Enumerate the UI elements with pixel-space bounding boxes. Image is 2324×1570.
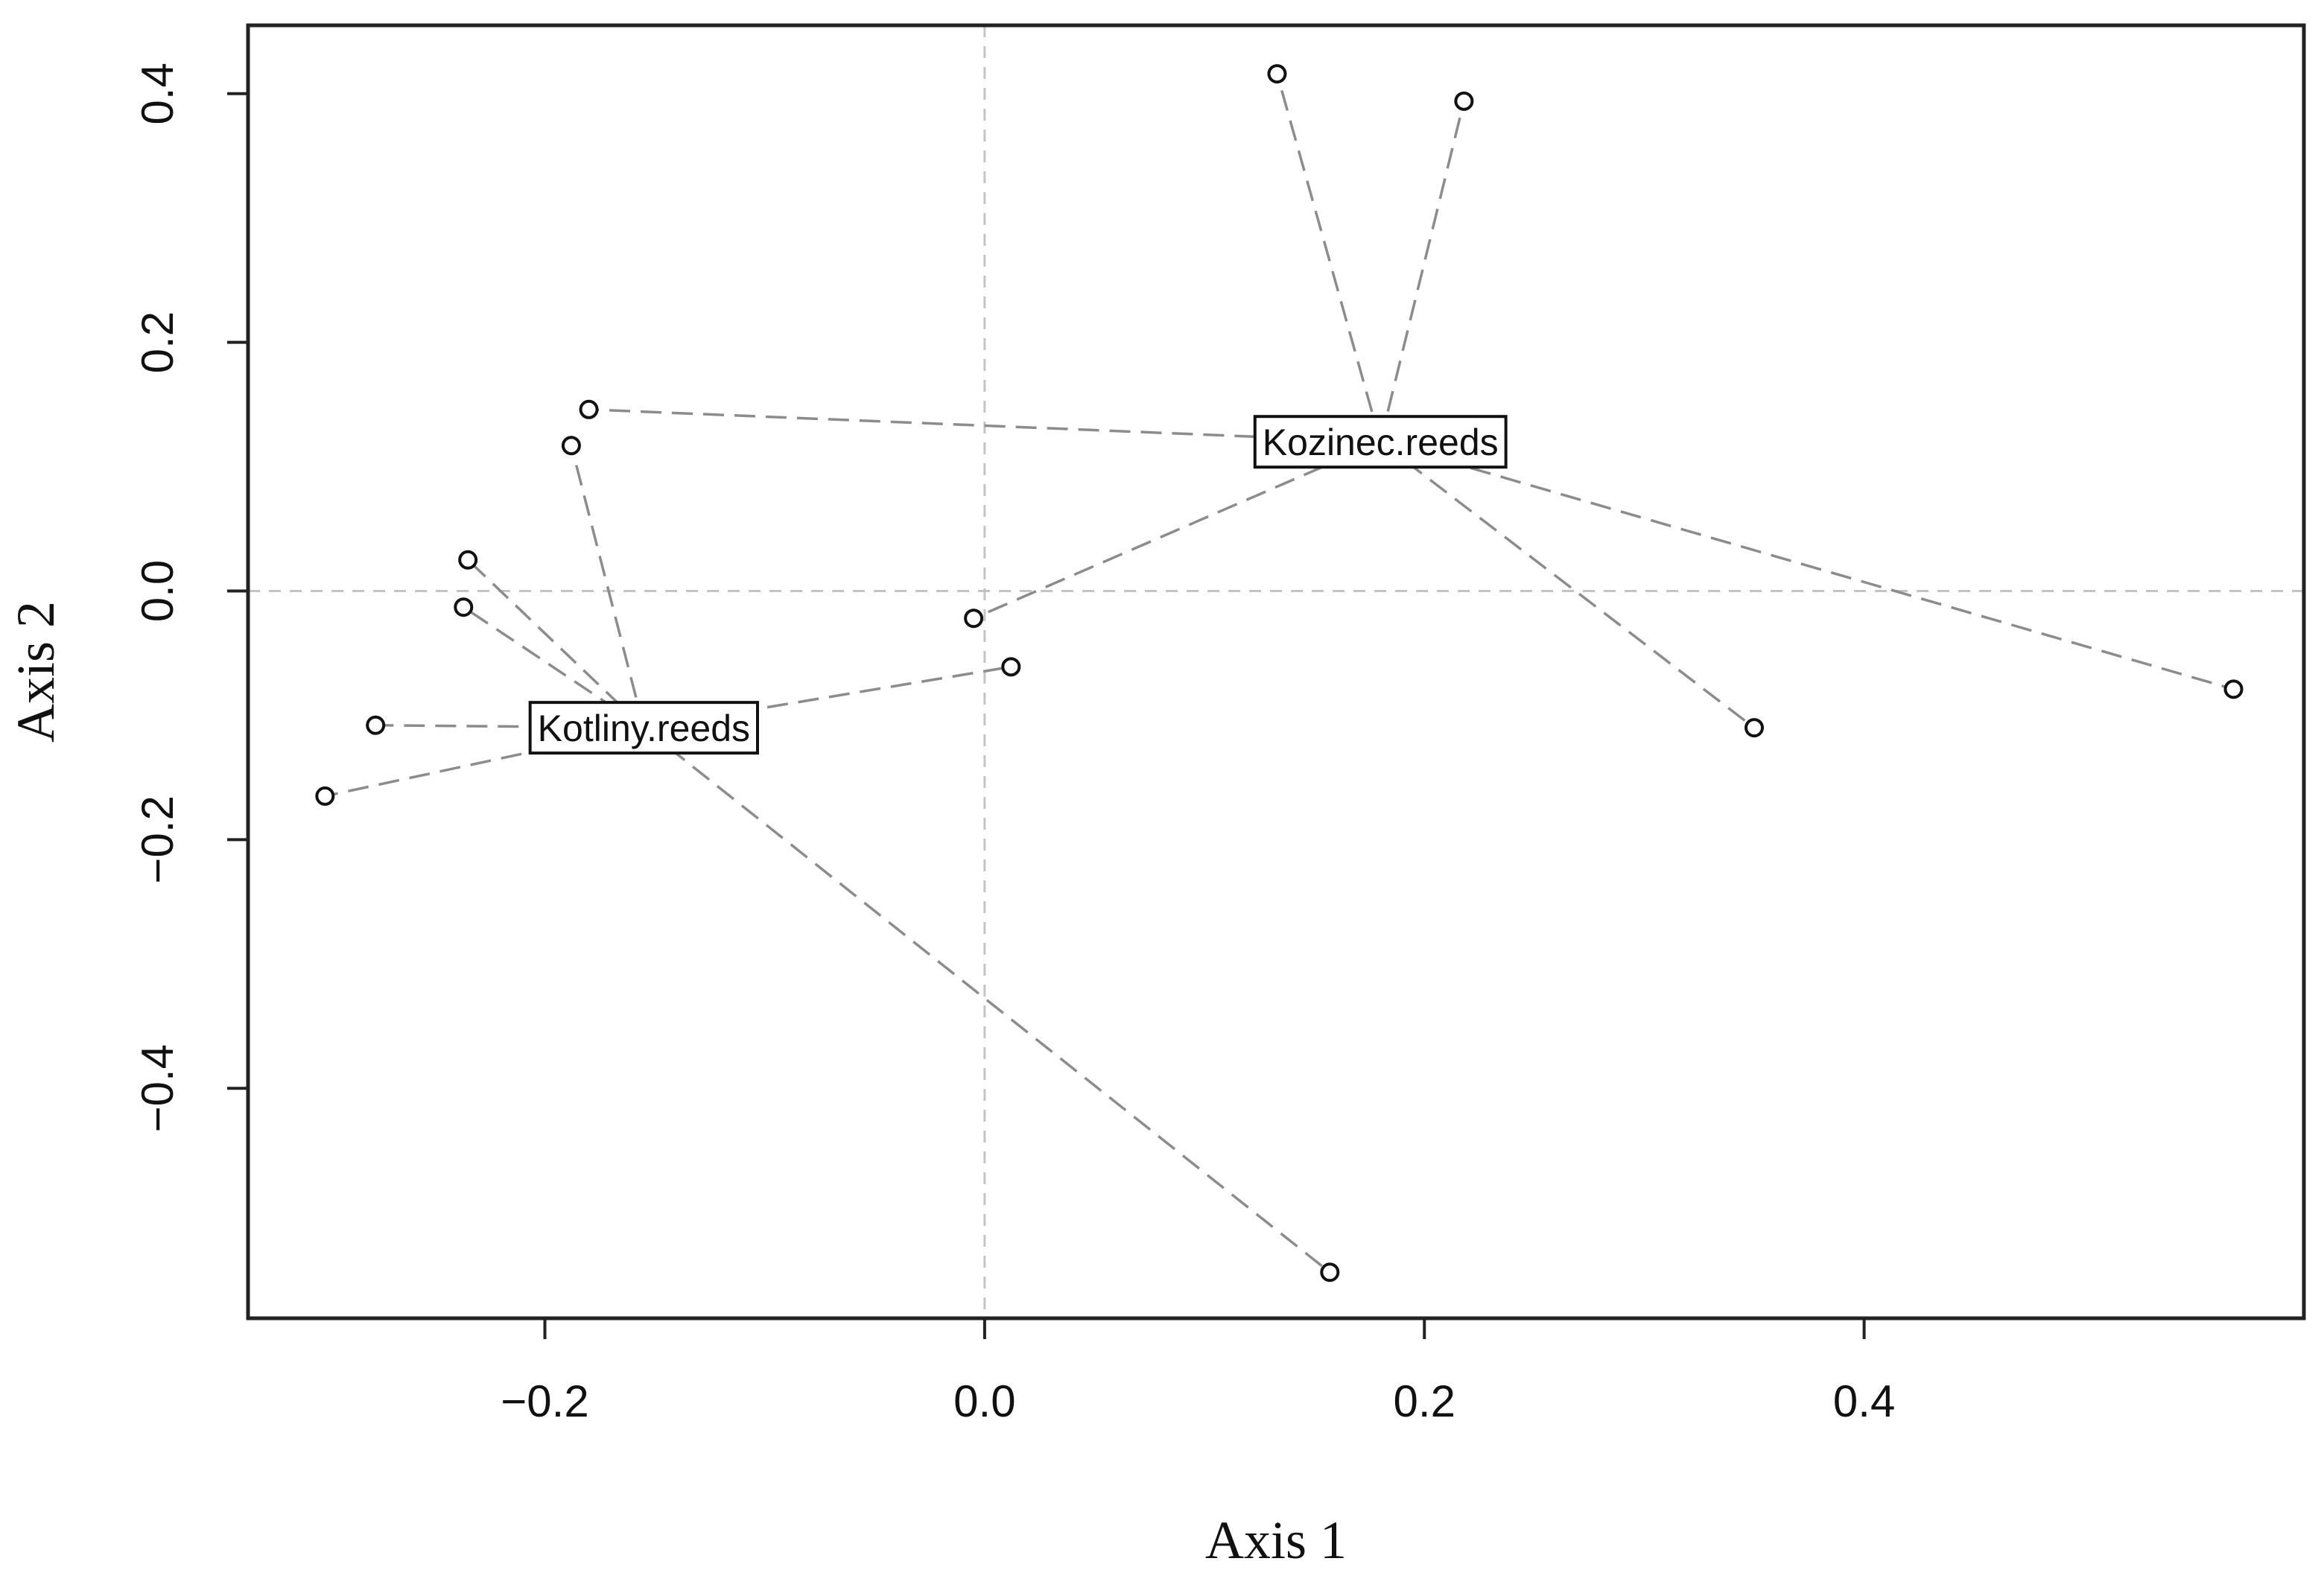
site-point <box>366 715 386 735</box>
plot-frame <box>246 23 2306 1320</box>
x-axis-title: Axis 1 <box>1205 1510 1347 1570</box>
site-point <box>2223 679 2244 699</box>
centroid-labels: Kozinec.reeds Kotliny.reeds <box>528 415 1508 755</box>
site-point <box>579 399 599 419</box>
spider-line <box>588 408 1381 443</box>
spider-line <box>324 726 644 798</box>
y-tick-label: 0.4 <box>133 63 182 124</box>
x-tick-label: 0.4 <box>1833 1376 1895 1426</box>
centroid-label-text: Kozinec.reeds <box>1263 422 1499 463</box>
site-point <box>454 597 474 617</box>
spider-line <box>1380 440 2235 691</box>
y-tick-label: 0.2 <box>133 311 182 373</box>
centroid-label-box <box>528 701 760 755</box>
spider-line <box>1379 101 1466 442</box>
spider-line <box>1275 73 1382 442</box>
site-point <box>315 786 335 806</box>
site-point <box>964 608 984 629</box>
site-points <box>315 64 2244 1283</box>
y-tick-label: −0.4 <box>133 1044 182 1132</box>
reference-lines <box>248 25 2304 1318</box>
centroid-label: Kotliny.reeds <box>528 701 760 755</box>
x-axis: −0.2 0.0 0.2 0.4 <box>501 1318 1895 1426</box>
site-point <box>458 550 478 570</box>
spider-line <box>466 559 645 729</box>
spider-lines <box>324 73 2235 1274</box>
x-tick-label: 0.2 <box>1394 1376 1455 1426</box>
site-point <box>1001 657 1021 677</box>
site-point <box>561 436 581 456</box>
site-point <box>1454 91 1474 111</box>
x-tick-label: −0.2 <box>501 1376 588 1426</box>
centroid-label-box <box>1253 415 1508 469</box>
centroid-label-text: Kotliny.reeds <box>538 708 750 749</box>
y-tick-label: 0.0 <box>133 560 182 622</box>
centroid-label: Kozinec.reeds <box>1253 415 1508 469</box>
y-axis-title: Axis 2 <box>6 601 66 743</box>
y-axis: 0.4 0.2 0.0 −0.2 −0.4 <box>133 63 248 1132</box>
spider-line <box>570 445 646 728</box>
site-point <box>1744 718 1765 738</box>
spider-line <box>1380 440 1756 729</box>
site-point <box>1267 64 1287 84</box>
spider-line <box>643 726 1331 1274</box>
y-tick-label: −0.2 <box>133 795 182 883</box>
site-point <box>1320 1262 1340 1283</box>
spider-line <box>973 440 1381 620</box>
x-tick-label: 0.0 <box>953 1376 1015 1426</box>
